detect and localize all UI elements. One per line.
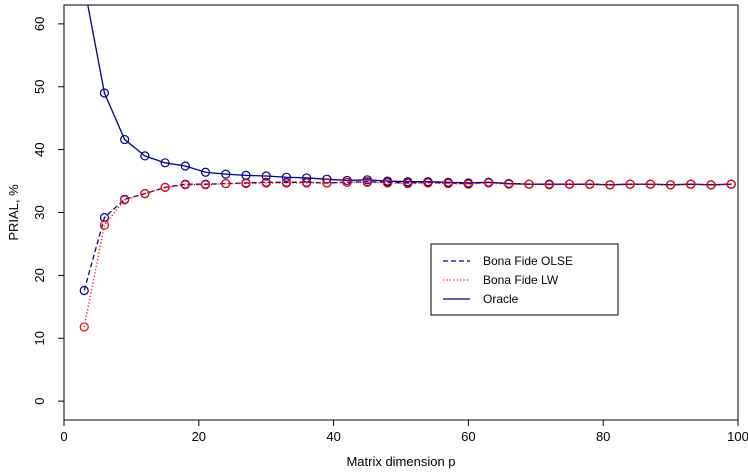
data-point — [706, 180, 716, 190]
plot-border — [63, 4, 739, 421]
data-point — [160, 158, 170, 168]
data-point — [686, 179, 696, 189]
data-point — [382, 178, 393, 188]
data-point — [585, 179, 595, 189]
data-point — [504, 179, 514, 189]
data-point — [79, 285, 89, 296]
data-point — [261, 178, 271, 188]
series-line — [83, 181, 732, 291]
legend-label: Bona Fide LW — [483, 273, 559, 287]
y-axis-label: PRIAL, % — [6, 184, 21, 241]
data-point — [140, 189, 150, 199]
y-tick-label: 0 — [32, 398, 47, 405]
legend-box — [430, 243, 619, 316]
data-point — [302, 178, 312, 188]
data-point — [625, 179, 635, 189]
data-point — [200, 180, 211, 190]
data-point — [322, 178, 332, 188]
data-point — [221, 169, 231, 179]
x-tick-label: 20 — [192, 429, 206, 444]
data-point — [281, 172, 292, 182]
x-tick-label: 0 — [60, 429, 67, 444]
y-tick-label: 20 — [32, 268, 47, 282]
y-tick-label: 50 — [32, 80, 47, 94]
data-point — [403, 178, 413, 189]
x-tick-label: 100 — [727, 429, 748, 444]
data-point — [524, 179, 534, 189]
legend: Bona Fide OLSE Bona Fide LW Oracle — [430, 243, 619, 316]
data-point — [261, 171, 271, 181]
data-point — [645, 179, 655, 189]
y-tick-label: 60 — [32, 17, 47, 31]
y-tick-label: 40 — [32, 142, 47, 156]
data-point — [443, 178, 453, 189]
series-oracle — [87, 5, 736, 190]
legend-label: Oracle — [483, 292, 519, 306]
series-bona-fide-olse — [79, 177, 736, 296]
x-tick-label: 80 — [596, 429, 610, 444]
y-tick-label: 30 — [32, 205, 47, 219]
data-point — [180, 180, 190, 190]
data-point — [423, 178, 433, 188]
x-axis-label: Matrix dimension p — [346, 454, 455, 469]
data-point — [463, 179, 473, 189]
y-axis: 0 10 20 30 40 50 60 — [32, 17, 64, 405]
series-line — [87, 5, 732, 186]
series-layer — [79, 5, 736, 332]
data-point — [544, 180, 554, 190]
data-point — [120, 134, 130, 145]
data-point — [665, 180, 676, 190]
data-point — [564, 179, 575, 189]
data-point — [99, 220, 110, 230]
x-tick-label: 40 — [326, 429, 340, 444]
data-point — [120, 195, 130, 205]
data-point — [342, 177, 352, 187]
data-point — [281, 178, 292, 188]
data-point — [160, 182, 170, 192]
data-point — [302, 173, 312, 183]
x-tick-label: 60 — [461, 429, 475, 444]
data-point — [140, 151, 150, 161]
data-point — [484, 178, 494, 188]
data-point — [79, 322, 89, 332]
data-point — [362, 177, 372, 187]
data-point — [726, 179, 736, 189]
legend-label: Bona Fide OLSE — [483, 254, 573, 268]
data-point — [241, 178, 251, 189]
data-point — [362, 175, 372, 185]
series-line — [83, 181, 732, 328]
y-tick-label: 10 — [32, 331, 47, 345]
x-axis: 0 20 40 60 80 100 — [60, 420, 748, 444]
data-point — [605, 180, 615, 190]
data-point — [99, 88, 110, 98]
data-point — [200, 167, 211, 177]
series-bona-fide-lw — [79, 177, 736, 332]
data-point — [180, 161, 190, 171]
data-point — [221, 178, 231, 189]
plot-area — [63, 4, 739, 421]
